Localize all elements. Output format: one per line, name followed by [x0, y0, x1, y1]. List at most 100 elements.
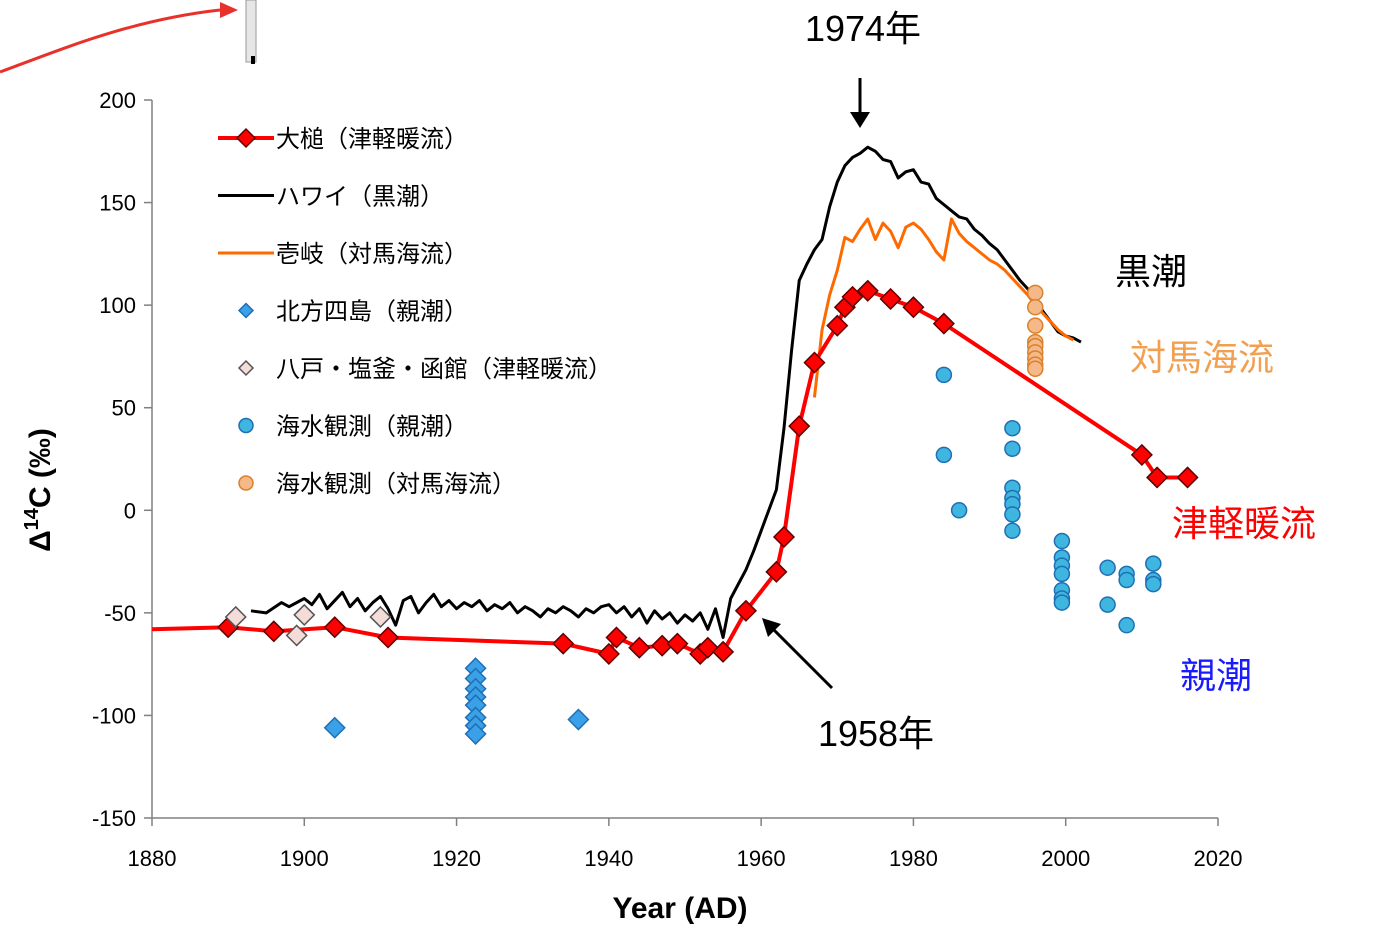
data-point [628, 636, 651, 659]
data-point [1004, 419, 1021, 437]
data-point [369, 605, 392, 629]
axes: -150 -100 -50 0 50 100 150 200 1880 1900 1920 1940 1… [92, 88, 1243, 871]
data-point [734, 599, 757, 622]
y-tick-label: -50 [104, 601, 136, 626]
annotation-1958-label: 1958年 [818, 713, 934, 754]
data-point [950, 502, 968, 519]
data-point [1146, 466, 1169, 489]
data-point [935, 446, 953, 464]
data-point [1099, 596, 1116, 613]
data-point [376, 626, 400, 649]
data-point [788, 415, 811, 438]
data-point [772, 525, 796, 549]
legend-item: ハワイ（黒潮） [218, 184, 444, 211]
y-axis-title-suffix: C (‰) [24, 428, 57, 508]
data-point [1118, 616, 1135, 634]
y-tick-label: 50 [112, 396, 136, 421]
data-point [567, 708, 590, 731]
x-tick-label: 1940 [584, 846, 633, 871]
plot-area: -150 -100 -50 0 50 100 150 200 1880 1900 1920 1940 1… [92, 88, 1243, 871]
x-axis-title: Year (AD) [612, 892, 747, 925]
legend-label: 北方四島（親潮） [276, 299, 468, 326]
cropped-arrow-graphic [0, 0, 257, 74]
data-point [1118, 571, 1135, 589]
legend-item: 海水観測（親潮） [238, 414, 468, 441]
legend-label: ハワイ（黒潮） [276, 184, 444, 211]
data-point [464, 722, 487, 745]
series-line [250, 145, 1082, 639]
legend-item: 八戸・塩釜・函館（津軽暖流） [237, 356, 612, 383]
y-tick-label: -150 [92, 806, 136, 831]
series-layer [151, 145, 1199, 745]
data-point [605, 626, 628, 649]
y-axis-title-prefix: Δ [24, 530, 57, 552]
annotation-1974-arrow-head [850, 112, 870, 128]
data-point [841, 285, 864, 308]
data-point [323, 716, 346, 739]
series-1 [250, 145, 1082, 639]
annotation-1974: 1974年 [805, 8, 921, 128]
region-label-tsushima: 対馬海流 [1130, 337, 1274, 378]
x-tick-label: 1880 [128, 846, 177, 871]
data-point [1176, 466, 1199, 489]
region-label-oyashio: 親潮 [1180, 655, 1252, 696]
data-point [803, 351, 826, 374]
data-point [696, 636, 719, 659]
data-point [712, 640, 735, 663]
series-4 [224, 603, 392, 647]
y-tick-label: 200 [99, 88, 136, 113]
annotation-1974-label: 1974年 [805, 8, 921, 49]
x-tick-label: 1980 [889, 846, 938, 871]
x-tick-label: 1960 [737, 846, 786, 871]
x-tick-label: 2000 [1041, 846, 1090, 871]
legend-marker [237, 359, 255, 377]
y-tick-label: 150 [99, 191, 136, 216]
legend: 大槌（津軽暖流） ハワイ（黒潮） 壱岐（対馬海流） 北方四島（親潮） 八戸・塩釜・函館（… [218, 126, 612, 498]
x-tick-label: 1920 [432, 846, 481, 871]
y-tick-label: -100 [92, 703, 136, 728]
legend-label: 海水観測（対馬海流） [276, 471, 516, 498]
data-point [902, 296, 925, 319]
legend-item: 大槌（津軽暖流） [218, 126, 468, 153]
data-point [1145, 555, 1162, 572]
data-point [1053, 565, 1071, 583]
data-point [826, 314, 849, 337]
series-0 [151, 279, 1199, 665]
data-point [285, 624, 308, 647]
y-axis-title-superscript: 14 [21, 507, 43, 530]
legend-marker [238, 417, 254, 434]
region-label-tsugaru: 津軽暖流 [1172, 503, 1316, 544]
legend-item: 壱岐（対馬海流） [218, 241, 468, 268]
legend-label: 大槌（津軽暖流） [276, 126, 468, 153]
data-point [932, 312, 955, 335]
data-point [1145, 575, 1162, 593]
y-axis-title: Δ14C (‰) [21, 428, 57, 552]
data-point [1130, 443, 1153, 466]
x-tick-label: 2020 [1194, 846, 1243, 871]
legend-item: 北方四島（親潮） [237, 299, 468, 326]
annotation-1958-arrow-shaft [770, 626, 834, 690]
y-tick-label: 100 [99, 293, 136, 318]
legend-marker [237, 302, 255, 319]
data-point [856, 279, 879, 302]
data-point [1053, 594, 1071, 611]
data-point [293, 603, 316, 626]
annotation-1958-arrow-head [762, 618, 781, 637]
legend-marker [235, 127, 257, 149]
data-point [1027, 317, 1044, 334]
legend-label: 海水観測（親潮） [276, 414, 468, 441]
data-point [552, 632, 575, 655]
x-tick-label: 1900 [280, 846, 329, 871]
data-point [262, 620, 285, 643]
y-tick-label: 0 [124, 498, 136, 523]
data-point [1004, 506, 1021, 523]
annotation-1958: 1958年 [762, 618, 934, 754]
data-point [935, 366, 953, 384]
data-point [1004, 440, 1021, 457]
legend-marker [238, 475, 254, 491]
data-point [1027, 298, 1044, 316]
data-point [1027, 284, 1044, 302]
data-point [1004, 522, 1021, 540]
data-point [765, 560, 788, 583]
legend-label: 壱岐（対馬海流） [276, 241, 468, 268]
